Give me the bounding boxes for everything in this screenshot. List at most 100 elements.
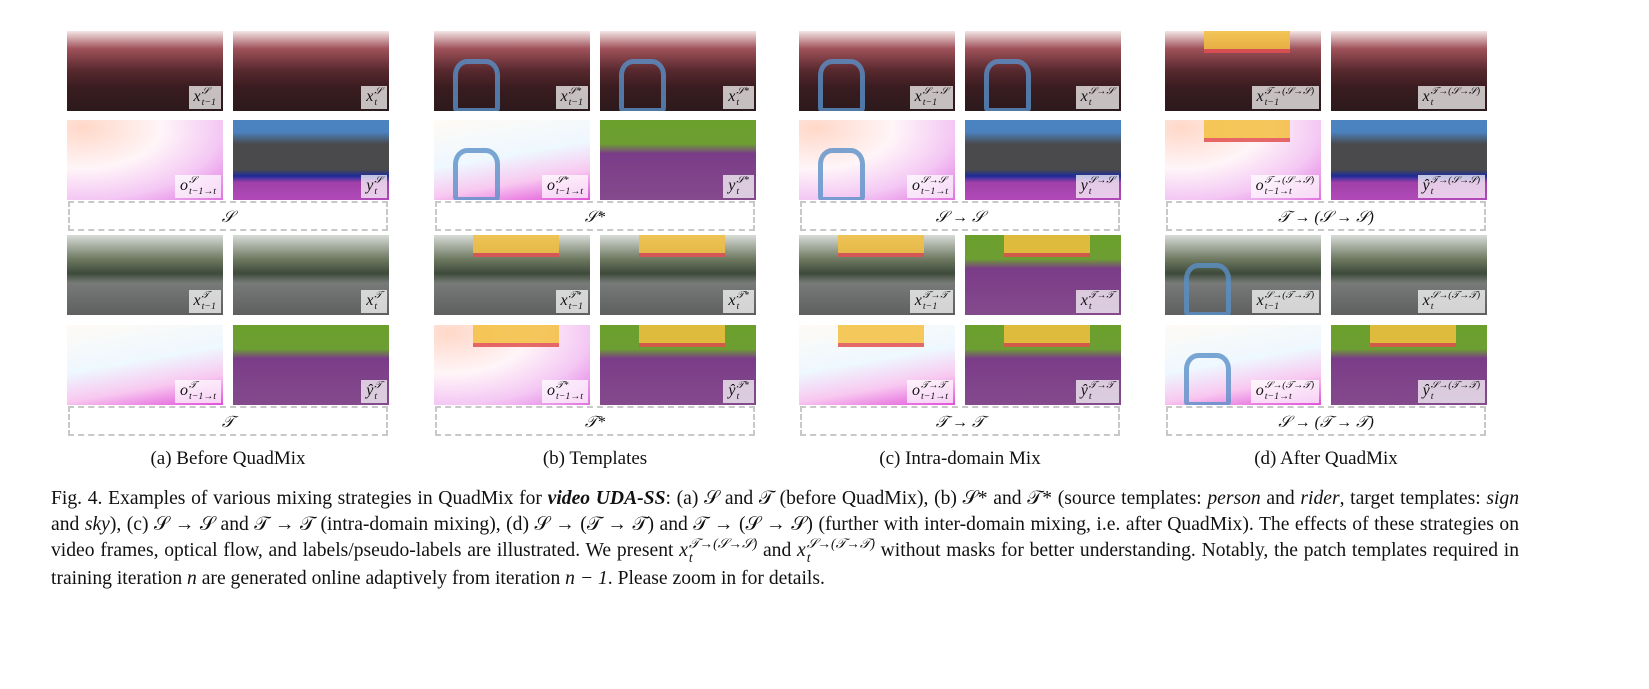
image: o 𝒯→(𝒮→𝒮) t−1→t [1165,120,1321,200]
image-label: x 𝒮→(𝒯→𝒯) t−1 [1251,290,1319,313]
math-sup: 𝒯→𝒯 [1088,290,1114,302]
image: x 𝒮→(𝒯→𝒯) t−1 [1165,235,1321,315]
image: ŷ 𝒯→(𝒮→𝒮) t [1331,120,1487,200]
caption-text: and [757,539,797,561]
math-sup: 𝒮→(𝒯→𝒯) [806,536,875,551]
caption-text: and [51,513,85,535]
math-scripts: 𝒮* t−1→t [555,175,583,197]
math-base: x [914,88,922,106]
image: x 𝒮→𝒮 t−1 [799,31,955,111]
math-scripts: 𝒯* t [736,380,749,402]
math-sub: t [1088,185,1092,197]
math-base: x [914,292,922,310]
math-base: ŷ [1080,382,1088,400]
caption-text: : (a) 𝒮 and 𝒯 (before QuadMix), (b) 𝒮* a… [665,488,1208,509]
math-base: o [911,177,920,195]
domain-label: 𝒮* [435,201,755,231]
math-scripts: 𝒮* t [736,175,749,197]
math-scripts: 𝒯→𝒯 t [1088,290,1114,312]
math-sub: t [736,300,740,312]
math-sub: t [1088,390,1092,402]
image-label: o 𝒯→𝒯 t−1→t [906,380,953,403]
image: o 𝒮→(𝒯→𝒯) t−1→t [1165,325,1321,405]
caption-text: ), (c) 𝒮 → 𝒮 and 𝒯 → 𝒯 (intra-domain mix… [51,513,1519,561]
math-sub: t−1 [1264,96,1280,108]
math-base: y [366,177,374,195]
image: x 𝒯* t [600,235,756,315]
image-label: x 𝒮* t−1 [555,86,588,109]
math-sup: 𝒮→𝒮 [920,175,947,187]
math-sup: 𝒯 [201,290,210,302]
math-scripts: 𝒮→(𝒯→𝒯) t [1430,290,1480,312]
image: o 𝒮→𝒮 t−1→t [799,120,955,200]
image: x 𝒮* t−1 [434,31,590,111]
math-sup: 𝒯→𝒯 [920,380,947,392]
image-label: ŷ 𝒯→𝒯 t [1075,380,1119,403]
math-scripts: 𝒯→𝒯 t [1088,380,1114,402]
math-sub: t−1 [201,96,216,108]
math-base: x [560,88,568,106]
image-label: x 𝒯* t−1 [555,290,588,313]
caption-text: rider [1300,488,1340,509]
math-scripts: 𝒯→(𝒮→𝒮) t [689,536,757,566]
math-sub: t [1430,390,1434,402]
math-sub: t−1→t [1264,390,1292,402]
image: x 𝒮→𝒮 t [965,31,1121,111]
caption-text: person [1207,488,1261,509]
math-scripts: 𝒮→𝒮 t−1 [922,86,948,108]
math-base: o [1255,382,1264,400]
math-sub: t [1088,96,1092,108]
math-base: o [179,382,188,400]
math-base: x [1422,88,1430,106]
math-scripts: 𝒮* t [736,86,749,108]
caption-text: without masks for better understanding. … [51,539,1519,589]
math-sup: 𝒮* [555,175,569,187]
image: x 𝒯→(𝒮→𝒮) t−1 [1165,31,1321,111]
math-sup: 𝒯* [555,380,569,392]
image-label: x 𝒯→(𝒮→𝒮) t−1 [1251,86,1319,109]
caption-text: n − 1 [565,567,608,589]
image-label: o 𝒮→𝒮 t−1→t [906,175,953,198]
math-sup: 𝒮* [736,86,749,98]
math-scripts: 𝒯→(𝒮→𝒮) t [1430,86,1480,108]
image-label: x 𝒯* t [723,290,754,313]
image: o 𝒯* t−1→t [434,325,590,405]
math-scripts: 𝒮→(𝒯→𝒯) t [1430,380,1480,402]
math-sub: t [374,96,378,108]
math-sup: 𝒯 [374,290,382,302]
inline-math: x 𝒮→(𝒯→𝒯) t [797,536,875,565]
math-scripts: 𝒯* t−1 [569,290,583,312]
math-sup: 𝒮→𝒮 [922,86,948,98]
math-base: y [728,177,736,195]
math-base: o [546,382,555,400]
math-sup: 𝒮→(𝒯→𝒯) [1430,380,1480,392]
image-label: x 𝒯→𝒯 t−1 [909,290,953,313]
caption-text: n [187,567,197,589]
caption-text: Fig. 4. Examples of various mixing strat… [51,488,548,509]
subcaption: (b) Templates [542,448,648,469]
math-base: x [1080,292,1088,310]
math-base: ŷ [728,382,736,400]
math-base: y [1080,177,1088,195]
math-sub: t [1430,96,1434,108]
math-base: o [546,177,555,195]
caption-text: and [1260,488,1301,509]
math-base: ŷ [1422,177,1430,195]
math-sub: t−1→t [188,390,216,402]
math-sup: 𝒮→(𝒯→𝒯) [1430,290,1480,302]
math-base: o [911,382,920,400]
math-sup: 𝒮 [374,86,382,98]
image-label: ŷ 𝒯→(𝒮→𝒮) t [1417,175,1485,198]
image: x 𝒯→𝒯 t [965,235,1121,315]
domain-label: 𝒮 [68,201,388,231]
math-base: x [1422,292,1430,310]
math-sub: t−1→t [555,185,583,197]
math-base: o [179,177,188,195]
